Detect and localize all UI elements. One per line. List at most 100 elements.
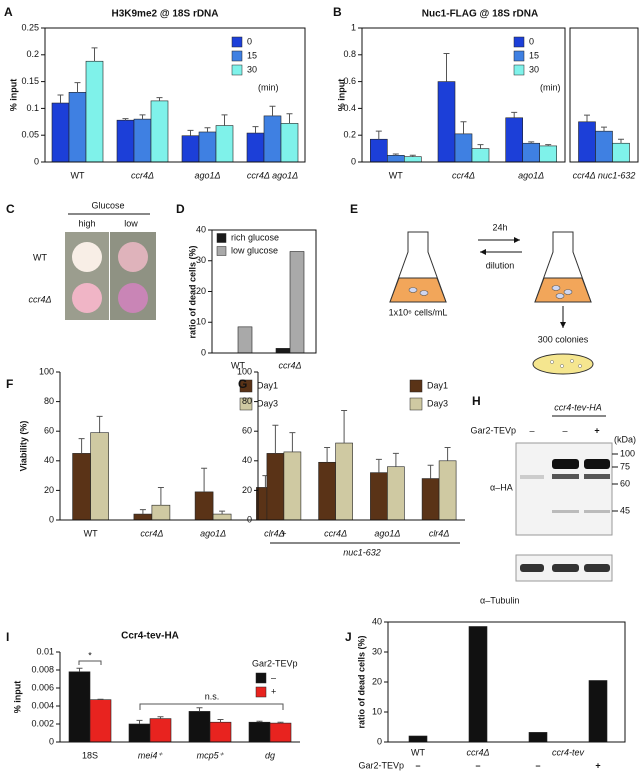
row-value: – [415, 760, 420, 770]
y-tick-label: 0.4 [343, 103, 356, 113]
legend-label: 30 [247, 64, 257, 74]
legend-label: 30 [529, 64, 539, 74]
strain-label: ccr4-tev-HA [554, 402, 602, 412]
bar [370, 472, 388, 521]
y-axis-label: % input [12, 681, 22, 714]
y-tick-label: 0.2 [26, 49, 39, 59]
y-tick-label: 60 [44, 426, 54, 436]
annotation: n.s. [205, 691, 220, 701]
row-value: – [475, 760, 480, 770]
lane-label: – [529, 425, 534, 435]
bar [209, 721, 232, 743]
band [584, 459, 610, 469]
y-tick-label: 0.1 [26, 103, 39, 113]
x-tick-label: WT [84, 528, 98, 538]
x-tick-label: ccr4Δ ago1Δ [247, 170, 298, 180]
error-bar [584, 114, 590, 122]
bar [181, 135, 200, 163]
bar [289, 251, 305, 354]
x-tick-label: 18S [82, 750, 98, 760]
panel-label: F [6, 377, 13, 391]
x-tick-label: ccr4Δ [324, 528, 347, 538]
error-bar [122, 118, 129, 121]
chart-title: Nuc1-FLAG @ 18S rDNA [422, 9, 538, 20]
y-tick-label: 0.008 [31, 664, 54, 674]
band [552, 459, 579, 469]
y-tick-label: 40 [44, 455, 54, 465]
error-bar [286, 113, 293, 124]
x-tick-label: + [281, 528, 286, 538]
x-tick-label: ccr4Δ [140, 528, 163, 538]
panel-c: C Glucose high low WT ccr4Δ [6, 200, 156, 320]
y-tick-label: 10 [372, 706, 382, 716]
legend-swatch [513, 36, 525, 48]
dish [532, 353, 594, 375]
bar [408, 735, 428, 743]
band [552, 510, 579, 513]
start-label: 1x10⁶ cells/mL [389, 307, 448, 317]
bar [68, 671, 91, 743]
legend-label: low glucose [231, 245, 278, 255]
error-bar [96, 415, 103, 433]
panel-h: H ccr4-tev-HA Gar2-TEVp – – + (kDa) 100 … [470, 394, 636, 605]
bracket [139, 703, 284, 710]
row-label: WT [33, 252, 47, 262]
band [520, 475, 544, 479]
x-tick-label: ccr4Δ [466, 747, 489, 757]
legend-label: – [271, 672, 276, 682]
legend-label: 0 [247, 36, 252, 46]
x-tick-label: ago1Δ [374, 528, 400, 538]
antibody-label: α–Tubulin [480, 595, 519, 605]
legend-swatch [513, 64, 525, 76]
error-bar [545, 144, 552, 146]
error-bar [443, 52, 450, 82]
y-axis-label: ratio of dead cells (%) [187, 245, 197, 338]
axes [257, 372, 465, 521]
panel-label: G [238, 377, 247, 391]
y-tick-label: 0.01 [36, 646, 54, 656]
bar [588, 680, 608, 743]
bar [505, 117, 524, 163]
bar [198, 131, 217, 163]
marker-label: 45 [620, 505, 630, 515]
y-tick-label: 0 [247, 514, 252, 524]
row-value: – [535, 760, 540, 770]
error-bar [196, 707, 203, 712]
legend-label: Day3 [427, 398, 448, 408]
y-tick-label: 0.004 [31, 700, 54, 710]
y-tick-label: 0 [377, 736, 382, 746]
bar [369, 138, 388, 163]
marker-label: 60 [620, 478, 630, 488]
bar [133, 513, 153, 521]
error-bar [139, 114, 146, 120]
legend-swatch [231, 36, 243, 48]
band [584, 564, 610, 572]
error-bar [156, 97, 163, 101]
unit-label: (kDa) [614, 434, 636, 444]
y-tick-label: 0.6 [343, 76, 356, 86]
error-bar [252, 126, 259, 134]
panel-label: H [472, 394, 481, 408]
error-bar [277, 721, 284, 724]
axes [59, 372, 305, 521]
bar [386, 155, 405, 163]
chart-title: Ccr4-tev-HA [121, 631, 179, 642]
row-label: Gar2-TEVp [358, 760, 404, 770]
plot-frame [361, 27, 566, 163]
legend-swatch [255, 686, 267, 698]
y-tick-label: 20 [44, 485, 54, 495]
error-bar [91, 47, 98, 62]
panel-label: E [350, 202, 358, 216]
bar [128, 723, 151, 743]
band [552, 564, 579, 572]
error-bar [444, 446, 451, 461]
error-bar [204, 127, 211, 132]
bar [387, 466, 405, 521]
legend-label: 15 [247, 50, 257, 60]
x-tick-label: ccr4Δ [131, 170, 154, 180]
y-tick-label: 0 [201, 347, 206, 357]
bar [539, 145, 558, 163]
error-bar [269, 105, 276, 116]
colony [578, 364, 582, 368]
x-tick-label: mei4⁺ [138, 750, 164, 760]
